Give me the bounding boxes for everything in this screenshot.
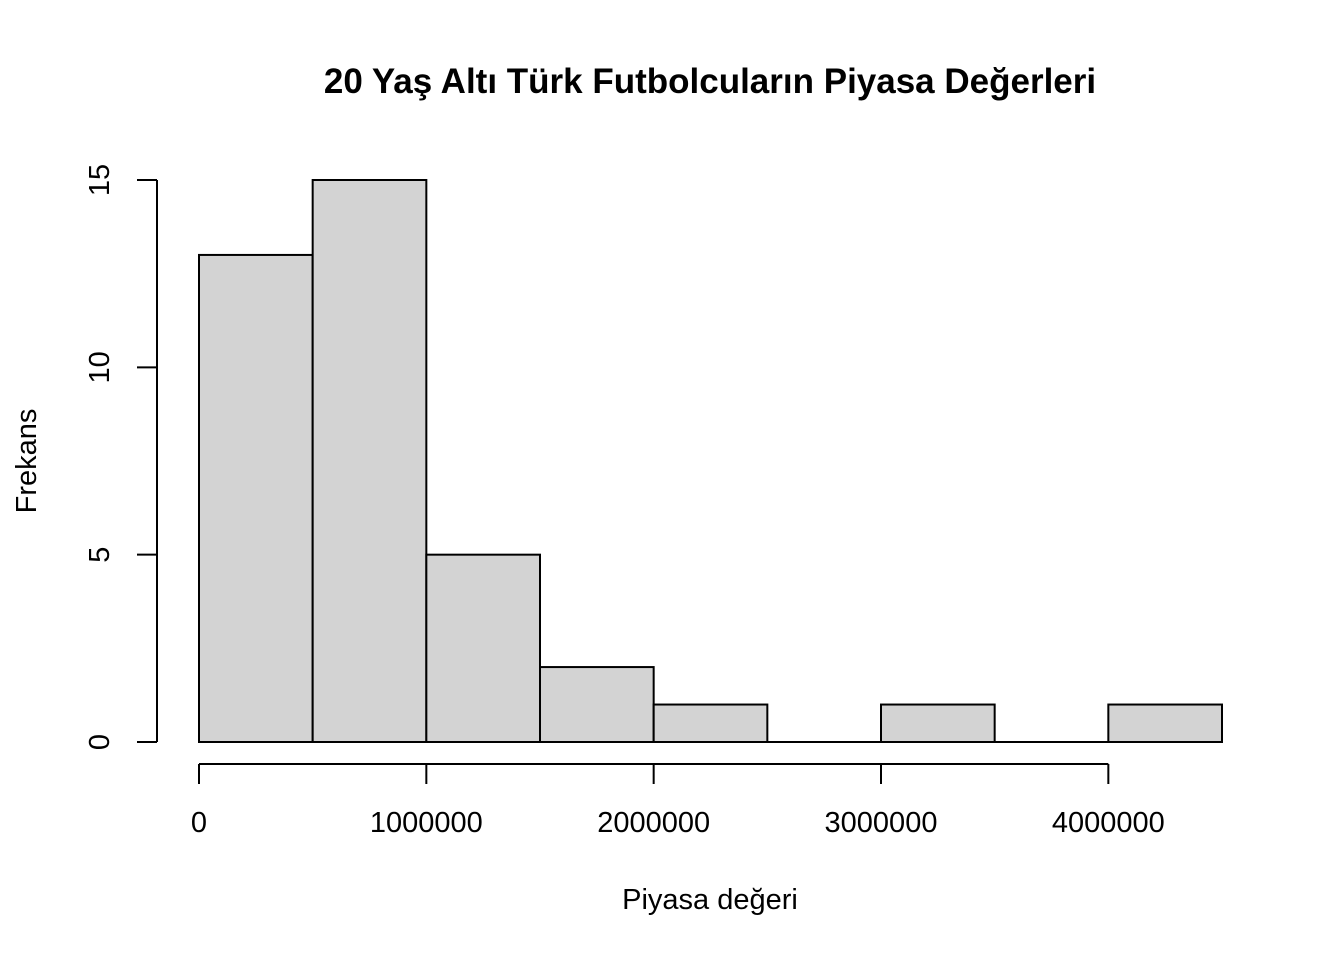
chart-title: 20 Yaş Altı Türk Futbolcuların Piyasa De… xyxy=(324,62,1096,101)
y-axis: 0 5 10 15 xyxy=(84,164,158,750)
x-tick-label-2: 2000000 xyxy=(597,807,710,839)
histogram-bar-3 xyxy=(539,666,655,743)
histogram-bar-1 xyxy=(311,179,428,743)
y-axis-label: Frekans xyxy=(11,409,43,514)
y-tick-label-3: 15 xyxy=(84,164,116,196)
x-tick-label-3: 3000000 xyxy=(825,807,938,839)
x-axis: 0 1000000 2000000 3000000 4000000 xyxy=(191,763,1165,839)
x-tick-label-4: 4000000 xyxy=(1052,807,1165,839)
x-tick-label-1: 1000000 xyxy=(370,807,483,839)
x-tick-label-0: 0 xyxy=(191,807,207,839)
histogram-bars xyxy=(198,179,1224,744)
x-axis-label: Piyasa değeri xyxy=(622,884,798,916)
histogram-bar-4 xyxy=(652,703,769,743)
histogram-bar-0 xyxy=(198,253,314,744)
y-tick-label-2: 10 xyxy=(84,351,116,383)
y-tick-label-0: 0 xyxy=(84,734,116,750)
histogram-bar-8 xyxy=(1107,703,1224,743)
histogram-bar-2 xyxy=(425,553,542,744)
histogram-bar-6 xyxy=(880,703,996,743)
y-tick-label-1: 5 xyxy=(84,547,116,563)
